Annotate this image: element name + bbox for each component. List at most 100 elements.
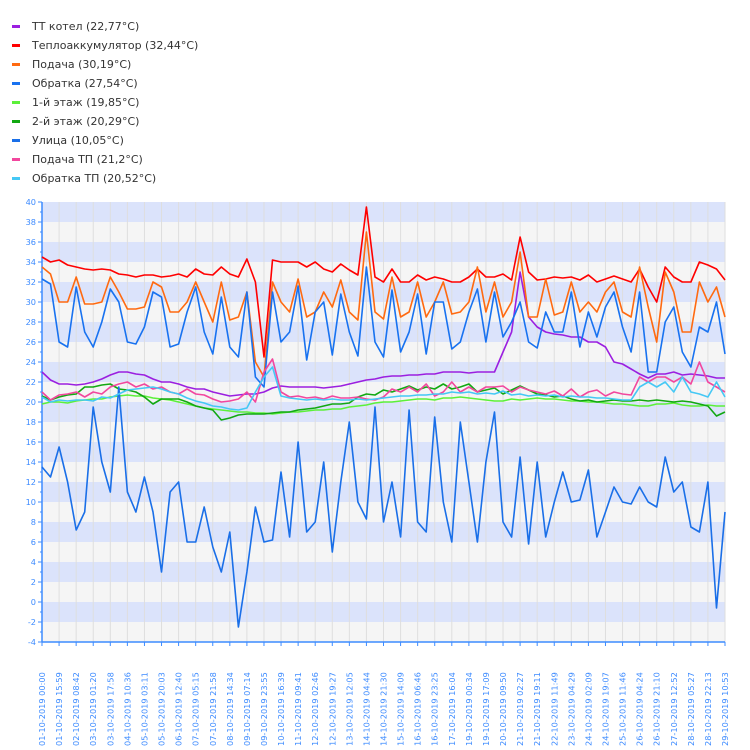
x-tick-label: 15-10-2019 14:09 <box>396 672 406 746</box>
x-tick-label: 27-10-2019 12:52 <box>669 672 679 746</box>
x-tick-label: 01-10-2019 15:59 <box>54 672 64 746</box>
legend-marker <box>12 139 20 142</box>
series-line-9 <box>41 366 726 411</box>
series-line-7 <box>41 386 726 628</box>
legend-item[interactable]: ТТ котел (22,77°C) <box>12 17 198 36</box>
y-tick-label: 14 <box>26 457 36 467</box>
x-tick-label: 22-10-2019 11:49 <box>549 672 559 746</box>
legend-item[interactable]: 1-й этаж (19,85°C) <box>12 93 198 112</box>
legend-label: ТТ котел (22,77°C) <box>32 20 140 33</box>
x-tick-label: 24-10-2019 19:07 <box>600 672 610 746</box>
legend-marker <box>12 44 20 47</box>
y-tick-label: 22 <box>26 377 36 387</box>
x-tick-label: 26-10-2019 21:10 <box>652 672 662 746</box>
y-tick-label: -2 <box>28 617 36 627</box>
legend-label: Улица (10,05°C) <box>32 134 124 147</box>
x-tick-label: 25-10-2019 11:46 <box>618 672 628 746</box>
series-line-1 <box>41 271 725 397</box>
legend-item[interactable]: Обратка (27,54°C) <box>12 74 198 93</box>
legend-label: Теплоаккумулятор (32,44°C) <box>32 39 199 52</box>
x-tick-label: 14-10-2019 04:44 <box>361 672 371 746</box>
y-tick-label: 6 <box>31 537 36 547</box>
x-tick-label: 04-10-2019 10:36 <box>122 672 132 746</box>
y-tick-label: 28 <box>26 317 36 327</box>
legend-marker <box>12 158 20 161</box>
x-tick-label: 10-10-2019 16:39 <box>276 672 286 746</box>
legend-label: Обратка (27,54°C) <box>32 77 138 90</box>
legend-marker <box>12 120 20 123</box>
x-tick-label: 01-10-2019 00:00 <box>37 672 47 746</box>
y-tick-label: 34 <box>26 257 36 267</box>
x-tick-label: 07-10-2019 21:58 <box>208 672 218 746</box>
legend-label: 2-й этаж (20,29°C) <box>32 115 140 128</box>
x-tick-label: 21-10-2019 02:27 <box>515 672 525 746</box>
x-tick-label: 19-10-2019 17:09 <box>481 672 491 746</box>
legend-label: Подача (30,19°C) <box>32 58 132 71</box>
legend-marker <box>12 63 20 66</box>
legend-marker <box>12 82 20 85</box>
legend-marker <box>12 177 20 180</box>
x-tick-label: 12-10-2019 19:27 <box>327 672 337 746</box>
y-tick-label: 8 <box>31 517 36 527</box>
legend-item[interactable]: Подача (30,19°C) <box>12 55 198 74</box>
x-tick-label: 24-10-2019 02:09 <box>583 672 593 746</box>
chart-legend: ТТ котел (22,77°C) Теплоаккумулятор (32,4… <box>12 17 198 188</box>
y-tick-label: 32 <box>26 277 36 287</box>
x-tick-label: 05-10-2019 20:03 <box>157 672 167 746</box>
legend-marker <box>12 101 20 104</box>
x-tick-label: 23-10-2019 04:29 <box>566 672 576 746</box>
y-tick-label: 16 <box>26 437 36 447</box>
x-tick-label: 17-10-2019 16:04 <box>447 672 457 746</box>
y-tick-label: 24 <box>26 357 36 367</box>
x-tick-label: 02-10-2019 08:42 <box>71 672 81 746</box>
x-tick-label: 12-10-2019 02:46 <box>310 672 320 746</box>
series-line-5 <box>41 394 725 415</box>
x-tick-label: 03-10-2019 17:58 <box>105 672 115 746</box>
legend-item[interactable]: 2-й этаж (20,29°C) <box>12 112 198 131</box>
legend-item[interactable]: Обратка ТП (20,52°C) <box>12 169 198 188</box>
legend-item[interactable]: Улица (10,05°C) <box>12 131 198 150</box>
y-tick-label: 10 <box>26 497 36 507</box>
x-tick-label: 07-10-2019 05:15 <box>191 672 201 746</box>
x-tick-label: 28-10-2019 22:13 <box>703 672 713 746</box>
x-tick-label: 16-10-2019 23:25 <box>430 672 440 746</box>
y-tick-label: 2 <box>31 577 36 587</box>
x-tick-label: 13-10-2019 12:05 <box>344 672 354 746</box>
y-tick-label: -4 <box>28 637 36 647</box>
y-tick-label: 36 <box>26 237 36 247</box>
legend-label: Подача ТП (21,2°C) <box>32 153 143 166</box>
x-tick-label: 11-10-2019 09:41 <box>293 672 303 746</box>
y-tick-label: 38 <box>26 217 36 227</box>
series-line-3 <box>41 231 726 378</box>
legend-label: Обратка ТП (20,52°C) <box>32 172 157 185</box>
y-tick-label: 0 <box>31 597 36 607</box>
x-tick-label: 03-10-2019 01:20 <box>88 672 98 746</box>
y-tick-label: 26 <box>26 337 36 347</box>
legend-item[interactable]: Теплоаккумулятор (32,44°C) <box>12 36 198 55</box>
legend-label: 1-й этаж (19,85°C) <box>32 96 140 109</box>
x-tick-label: 05-10-2019 03:11 <box>139 672 149 746</box>
series-line-4 <box>41 266 726 388</box>
x-tick-label: 09-10-2019 23:55 <box>259 672 269 746</box>
x-tick-label: 14-10-2019 21:30 <box>379 672 389 746</box>
x-tick-label: 08-10-2019 14:34 <box>225 672 235 746</box>
series-line-6 <box>41 383 726 421</box>
y-tick-label: 40 <box>26 197 36 207</box>
legend-marker <box>12 25 20 28</box>
x-tick-label: 28-10-2019 05:27 <box>686 672 696 746</box>
x-tick-label: 26-10-2019 04:24 <box>635 672 645 746</box>
x-tick-label: 09-10-2019 07:14 <box>242 672 252 746</box>
legend-item[interactable]: Подача ТП (21,2°C) <box>12 150 198 169</box>
y-tick-label: 20 <box>26 397 36 407</box>
series-line-2 <box>41 206 726 358</box>
y-tick-label: 12 <box>26 477 36 487</box>
x-tick-label: 16-10-2019 06:46 <box>413 672 423 746</box>
y-tick-label: 4 <box>31 557 36 567</box>
x-tick-label: 19-10-2019 00:34 <box>464 672 474 746</box>
x-tick-label: 21-10-2019 19:11 <box>532 672 542 746</box>
x-tick-label: 06-10-2019 12:40 <box>174 672 184 746</box>
y-tick-label: 18 <box>26 417 36 427</box>
y-tick-label: 30 <box>26 297 36 307</box>
x-tick-label: 29-10-2019 10:53 <box>720 672 730 746</box>
